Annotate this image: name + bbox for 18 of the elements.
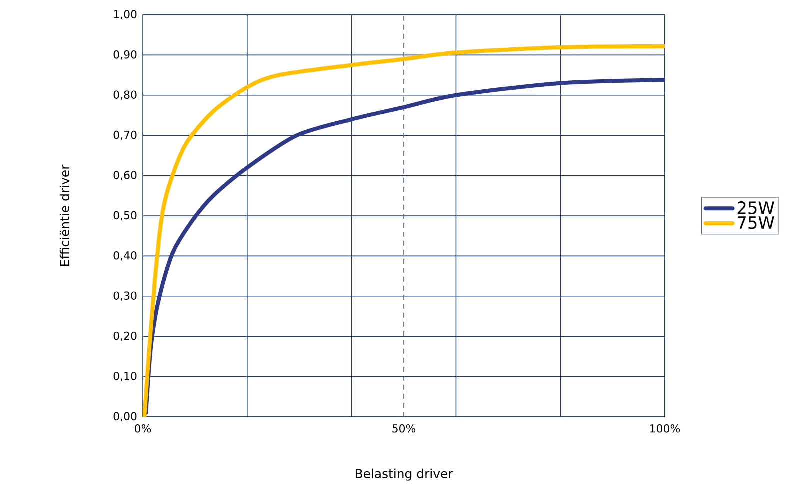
legend-label: 25W — [738, 202, 774, 214]
y-tick-label: 1,00 — [114, 10, 137, 20]
y-tick-label: 0,60 — [114, 171, 137, 180]
y-tick-label: 0,20 — [114, 332, 137, 342]
y-axis-title: Efficiëntie driver — [60, 164, 70, 266]
y-tick-label: 0,40 — [114, 251, 137, 261]
x-tick-label: 100% — [650, 424, 680, 433]
legend-label: 75W — [738, 216, 774, 230]
y-tick-label: 0,50 — [114, 211, 137, 221]
y-tick-label: 0,70 — [114, 130, 137, 140]
x-tick-label: 50% — [392, 424, 416, 433]
x-tick-label: 0% — [135, 424, 152, 433]
y-tick-label: 0,00 — [114, 412, 137, 422]
y-tick-label: 0,80 — [114, 90, 137, 100]
y-tick-label: 0,90 — [114, 50, 137, 60]
x-axis-title: Belasting driver — [356, 468, 454, 481]
y-tick-label: 0,30 — [114, 292, 137, 302]
y-tick-label: 0,10 — [114, 372, 137, 382]
